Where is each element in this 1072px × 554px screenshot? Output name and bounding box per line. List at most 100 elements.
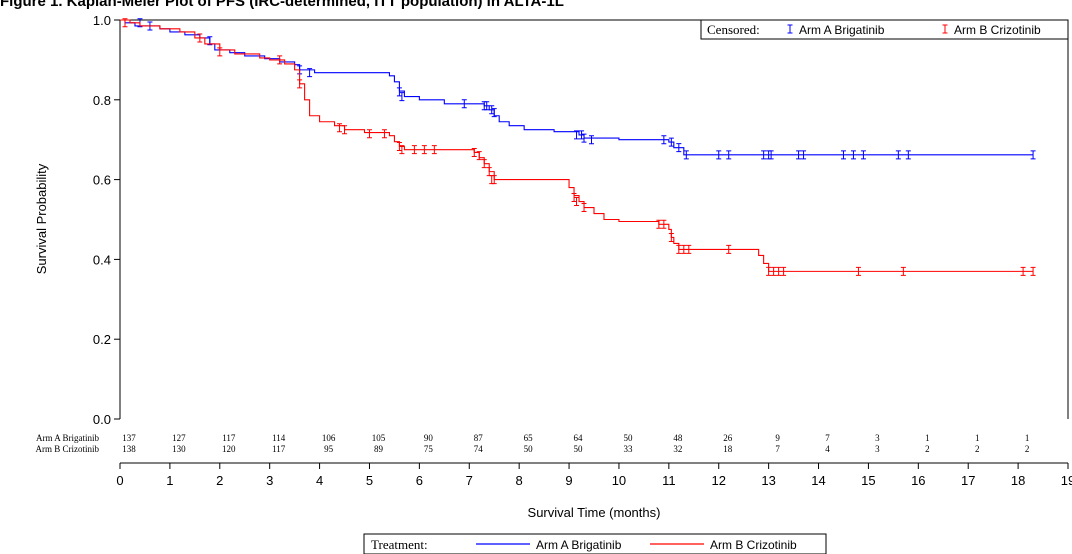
- censor-mark: [1030, 266, 1036, 276]
- censor-mark: [491, 175, 497, 185]
- at-risk-count: 89: [374, 444, 384, 454]
- x-tick-label: 2: [216, 473, 223, 488]
- censor-mark: [840, 150, 846, 160]
- x-tick-label: 1: [166, 473, 173, 488]
- censor-mark: [471, 147, 477, 157]
- figure-title: Figure 1. Kaplan-Meier Plot of PFS (IRC-…: [0, 0, 564, 10]
- censor-mark: [366, 129, 372, 139]
- y-tick-label: 0.0: [93, 412, 111, 427]
- censor-mark: [683, 150, 689, 160]
- x-tick-label: 4: [316, 473, 323, 488]
- at-risk-count: 7: [825, 433, 830, 443]
- censor-mark: [476, 151, 482, 161]
- censor-mark: [574, 130, 580, 140]
- censor-mark: [122, 18, 128, 28]
- censor-mark: [396, 87, 402, 97]
- censor-mark: [776, 266, 782, 276]
- at-risk-count: 1: [975, 433, 980, 443]
- series-arm-a: [120, 18, 1036, 160]
- censor-mark: [681, 244, 687, 254]
- series-arm-b: [120, 18, 1036, 276]
- censor-mark: [766, 266, 772, 276]
- at-risk-count: 87: [474, 433, 484, 443]
- at-risk-count: 32: [673, 444, 682, 454]
- x-axis-label: Survival Time (months): [528, 505, 661, 520]
- censor-mark: [342, 125, 348, 135]
- censor-mark: [197, 33, 203, 43]
- censor-legend-box: [700, 19, 1069, 40]
- censor-mark: [579, 130, 585, 140]
- x-tick-label: 7: [466, 473, 473, 488]
- at-risk-count: 2: [925, 444, 930, 454]
- at-risk-count: 90: [424, 433, 434, 443]
- censor-mark: [895, 150, 901, 160]
- censor-mark: [676, 244, 682, 254]
- at-risk-count: 4: [825, 444, 830, 454]
- x-tick-label: 19: [1061, 473, 1072, 488]
- censor-legend-marker: [787, 24, 793, 34]
- censor-mark: [411, 145, 417, 155]
- censor-mark: [771, 266, 777, 276]
- censor-mark: [905, 150, 911, 160]
- censor-mark: [781, 266, 787, 276]
- censor-mark: [656, 219, 662, 229]
- x-tick-label: 8: [516, 473, 523, 488]
- at-risk-count: 7: [775, 444, 780, 454]
- censor-mark: [399, 145, 405, 155]
- censor-mark: [686, 244, 692, 254]
- censor-mark: [668, 232, 674, 242]
- at-risk-count: 50: [524, 444, 534, 454]
- censor-legend-marker: [942, 24, 948, 34]
- at-risk-count: 120: [222, 444, 236, 454]
- censor-mark: [461, 99, 467, 109]
- series-layer: [120, 18, 1036, 276]
- at-risk-count: 75: [424, 444, 434, 454]
- x-tick-label: 15: [861, 473, 875, 488]
- censor-mark: [217, 47, 223, 57]
- at-risk-table: Arm A Brigatinib 137 127 117 114 106 105 90 87 65…: [36, 433, 1030, 454]
- censor-mark: [850, 150, 856, 160]
- x-tick-label: 16: [911, 473, 925, 488]
- censor-mark: [277, 55, 283, 65]
- censor-mark: [1020, 266, 1026, 276]
- treatment-legend-entry: Arm B Crizotinib: [710, 538, 797, 552]
- censor-mark: [484, 101, 490, 111]
- legend-layer: Censored: Arm A Brigatinib Arm B Crizotini…: [363, 19, 1069, 554]
- x-tick-label: 18: [1011, 473, 1025, 488]
- censor-mark: [581, 203, 587, 213]
- at-risk-count: 18: [723, 444, 733, 454]
- censor-mark: [491, 108, 497, 118]
- censor-mark: [1030, 150, 1036, 160]
- at-risk-row-label: Arm B Crizotinib: [36, 444, 100, 454]
- censor-mark: [489, 175, 495, 185]
- at-risk-count: 117: [272, 444, 286, 454]
- at-risk-count: 74: [474, 444, 484, 454]
- at-risk-count: 50: [574, 444, 584, 454]
- censor-mark: [796, 150, 802, 160]
- at-risk-count: 3: [875, 444, 880, 454]
- y-axis-label: Survival Probability: [34, 163, 49, 274]
- at-risk-count: 130: [172, 444, 186, 454]
- censor-mark: [855, 266, 861, 276]
- at-risk-count: 95: [324, 444, 334, 454]
- x-tick-label: 17: [961, 473, 975, 488]
- survival-curve-line: [120, 19, 1034, 272]
- censor-mark: [337, 123, 343, 133]
- censor-legend-entry: Arm B Crizotinib: [954, 23, 1041, 37]
- censor-mark: [726, 244, 732, 254]
- y-tick-label: 0.4: [93, 252, 111, 267]
- at-risk-count: 65: [524, 433, 534, 443]
- censor-mark: [574, 197, 580, 207]
- censor-mark: [900, 266, 906, 276]
- censor-mark: [726, 150, 732, 160]
- at-risk-count: 50: [623, 433, 633, 443]
- at-risk-count: 2: [1025, 444, 1030, 454]
- at-risk-count: 1: [1025, 433, 1030, 443]
- censor-legend-title: Censored:: [707, 22, 760, 37]
- treatment-legend: Treatment: Arm A Brigatinib Arm B Crizotin…: [363, 533, 827, 554]
- censor-mark: [661, 135, 667, 145]
- censor-mark: [801, 150, 807, 160]
- x-tick-label: 12: [712, 473, 726, 488]
- censor-mark: [489, 105, 495, 115]
